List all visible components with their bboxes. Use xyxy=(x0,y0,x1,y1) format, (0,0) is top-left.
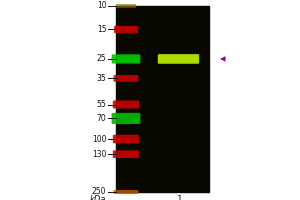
Text: 100: 100 xyxy=(92,135,106,144)
FancyBboxPatch shape xyxy=(114,26,138,33)
FancyBboxPatch shape xyxy=(116,4,136,8)
Text: 25: 25 xyxy=(97,54,106,63)
FancyBboxPatch shape xyxy=(113,75,139,82)
FancyBboxPatch shape xyxy=(113,101,139,109)
FancyBboxPatch shape xyxy=(113,150,139,158)
Text: 55: 55 xyxy=(97,100,106,109)
FancyBboxPatch shape xyxy=(158,54,199,64)
Text: 35: 35 xyxy=(97,74,106,83)
FancyBboxPatch shape xyxy=(112,113,140,124)
Bar xyxy=(116,6,208,192)
FancyBboxPatch shape xyxy=(113,190,139,194)
Text: 10: 10 xyxy=(97,1,106,10)
Text: 15: 15 xyxy=(97,25,106,34)
Text: 1: 1 xyxy=(177,196,183,200)
FancyBboxPatch shape xyxy=(112,54,140,64)
FancyBboxPatch shape xyxy=(113,135,139,143)
Text: 130: 130 xyxy=(92,150,106,159)
Text: 70: 70 xyxy=(97,114,106,123)
Text: 250: 250 xyxy=(92,188,106,196)
Text: kDa: kDa xyxy=(90,194,106,200)
